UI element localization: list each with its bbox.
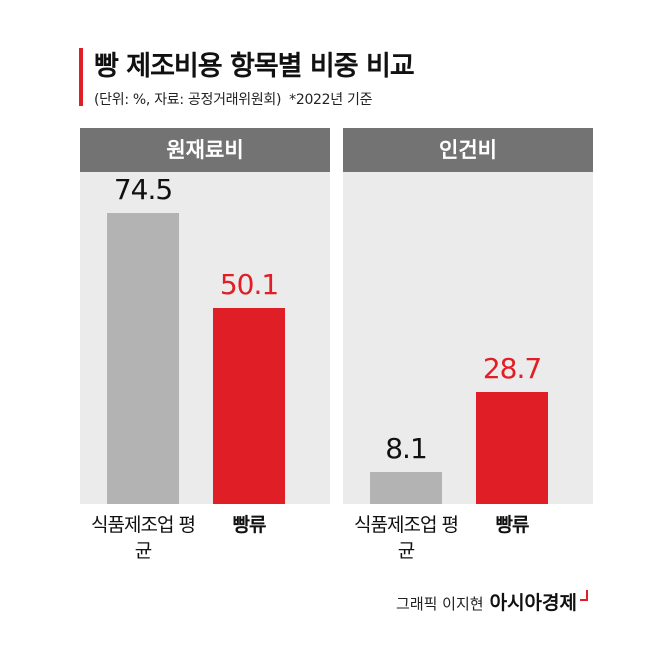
bar-value-label: 28.7 xyxy=(482,351,542,385)
category-label: 식품제조업 평균 xyxy=(91,514,196,562)
category-label: 빵류 xyxy=(495,514,530,536)
panel-title: 인건비 xyxy=(343,128,593,172)
panel-labor-cost: 인건비 8.1 28.7 xyxy=(343,128,593,504)
title-accent-bar xyxy=(79,48,83,106)
bar-bread xyxy=(213,308,285,504)
panel-title: 원재료비 xyxy=(80,128,330,172)
bar-value-label: 74.5 xyxy=(113,173,173,206)
credit-line: 그래픽 이지현 아시아경제 xyxy=(396,588,588,615)
graphic-credit: 그래픽 이지현 xyxy=(396,595,484,613)
panel-raw-materials: 원재료비 74.5 50.1 xyxy=(80,128,330,504)
year-note: *2022년 기준 xyxy=(289,92,373,108)
chart-title: 빵 제조비용 항목별 비중 비교 xyxy=(94,51,415,82)
chart-subtitle: (단위: %, 자료: 공정거래위원회) *2022년 기준 xyxy=(94,89,372,109)
bar-value-label: 8.1 xyxy=(385,432,428,466)
bar-bread xyxy=(476,391,548,504)
unit-source-label: (단위: %, 자료: 공정거래위원회) xyxy=(94,92,282,108)
brand-logo: 아시아경제 xyxy=(489,592,577,614)
bar-food-manufacturing-avg xyxy=(107,213,179,504)
category-label: 식품제조업 평균 xyxy=(354,514,459,562)
bar-food-manufacturing-avg xyxy=(370,472,442,504)
brand-mark-icon xyxy=(580,590,588,601)
category-label: 빵류 xyxy=(232,514,267,536)
bar-value-label: 50.1 xyxy=(219,268,279,302)
